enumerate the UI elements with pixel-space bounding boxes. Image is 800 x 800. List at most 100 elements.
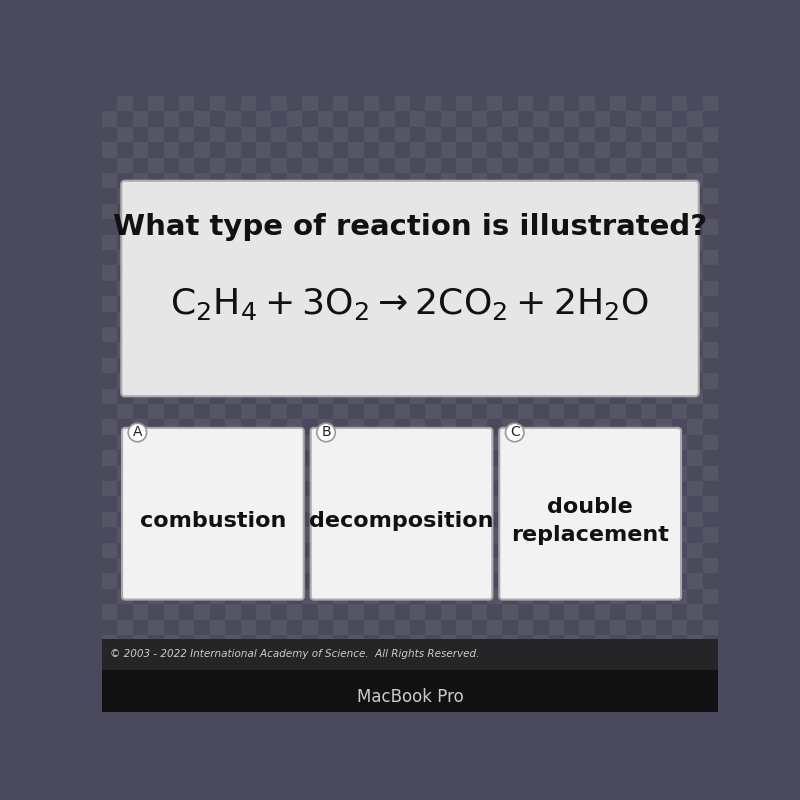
Bar [426,481,441,496]
Bar [534,419,549,435]
Bar [518,481,533,496]
Bar [456,450,472,466]
Bar [487,435,502,450]
Bar [226,619,241,635]
Bar [287,450,302,466]
Bar [226,373,241,389]
Bar [226,66,241,81]
Bar [656,604,672,619]
Bar [318,327,333,342]
Bar [394,234,410,250]
Bar [564,81,579,96]
Bar [118,66,133,81]
Bar [441,589,456,604]
Bar [518,81,533,96]
Bar [534,604,549,619]
Bar [549,126,564,142]
Bar [610,81,626,96]
Bar [549,512,564,527]
Bar [163,342,179,358]
Bar [456,358,472,373]
Bar [734,496,749,512]
Bar [394,266,410,281]
Bar [118,466,133,481]
Bar [564,542,579,558]
Bar [379,635,394,650]
Bar [518,358,533,373]
Bar [333,204,349,219]
Bar [133,126,148,142]
Bar [364,481,379,496]
Bar [102,670,718,712]
Bar [718,435,734,450]
Bar [133,496,148,512]
Bar [102,142,118,158]
Bar [394,327,410,342]
Bar [426,219,441,234]
Bar [441,466,456,481]
Bar [287,219,302,234]
Bar [534,466,549,481]
Bar [163,589,179,604]
Bar [163,281,179,296]
Bar [287,666,302,682]
Bar [656,574,672,589]
Bar [118,589,133,604]
Bar [579,327,595,342]
Bar [672,604,687,619]
Bar [518,666,533,682]
Bar [349,481,364,496]
Bar [594,635,610,650]
Bar [502,635,518,650]
Bar [410,389,426,404]
Bar [641,558,656,574]
Bar [718,296,734,311]
Bar [102,158,118,173]
Bar [226,327,241,342]
Bar [426,266,441,281]
Bar [133,682,148,697]
Bar [241,189,256,204]
Bar [734,142,749,158]
Bar [302,296,318,311]
Bar [271,589,286,604]
Bar [564,481,579,496]
Bar [241,327,256,342]
Bar [394,450,410,466]
Bar [456,466,472,481]
Bar [349,189,364,204]
Bar [672,234,687,250]
Bar [549,158,564,173]
Bar [118,404,133,419]
Bar [118,173,133,188]
Bar [487,111,502,126]
Bar [379,204,394,219]
Bar [256,419,271,435]
Bar [687,512,702,527]
Bar [318,204,333,219]
Bar [702,158,718,173]
Bar [594,527,610,542]
Bar [226,189,241,204]
Bar [702,589,718,604]
Bar [271,496,286,512]
Bar [364,527,379,542]
Bar [718,250,734,266]
Bar [564,111,579,126]
Bar [333,419,349,435]
Bar [656,358,672,373]
Bar [287,66,302,81]
Bar [333,666,349,682]
Bar [687,589,702,604]
Bar [379,296,394,311]
Bar [472,204,487,219]
Bar [487,126,502,142]
Bar [656,666,672,682]
Bar [502,204,518,219]
Bar [333,96,349,111]
Bar [179,481,194,496]
Bar [641,126,656,142]
Bar [702,358,718,373]
Bar [564,219,579,234]
Bar [271,373,286,389]
